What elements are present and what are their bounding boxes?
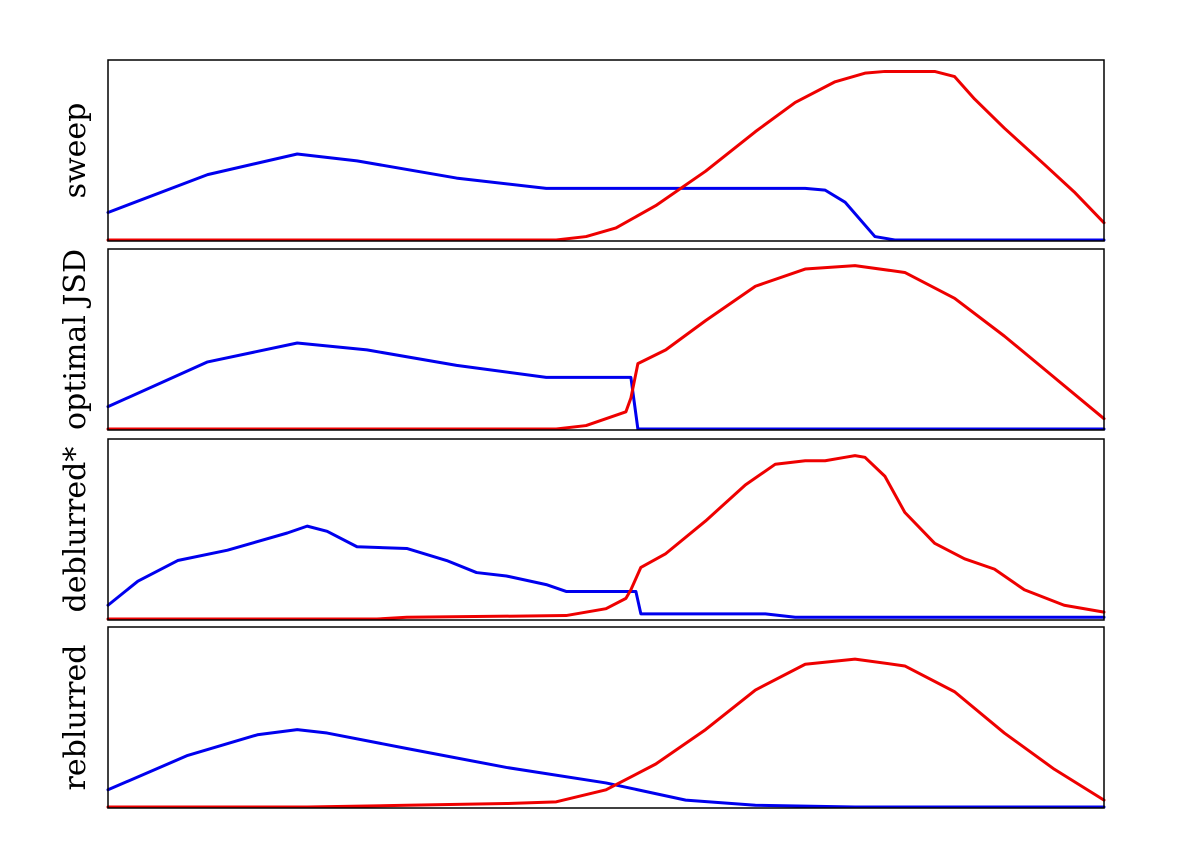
series-line-optimal-jsd-blue	[106, 341, 1106, 431]
plot-frame-sweep	[107, 59, 1105, 242]
plot-frame-optimal-jsd	[107, 248, 1105, 431]
plot-area-deblurred	[108, 439, 1104, 620]
series-line-deblurred-red	[106, 454, 1106, 621]
series-line-optimal-jsd-red	[106, 264, 1106, 431]
series-line-reblurred-red	[106, 657, 1106, 809]
series-layer-reblurred	[106, 657, 1106, 809]
panel-label-optimal-jsd: optimal JSD	[58, 249, 93, 430]
plot-area-reblurred	[108, 627, 1104, 808]
plot-frame-deblurred	[107, 438, 1105, 621]
panel-deblurred: deblurred*	[58, 438, 1106, 621]
panel-label-reblurred: reblurred	[58, 645, 93, 791]
series-line-sweep-blue	[106, 152, 1106, 242]
plot-frame-reblurred	[107, 626, 1105, 809]
series-layer-optimal-jsd	[106, 264, 1106, 431]
series-line-deblurred-blue	[106, 524, 1106, 619]
panel-label-deblurred: deblurred*	[58, 447, 93, 613]
series-line-sweep-red	[106, 69, 1106, 242]
plot-area-optimal-jsd	[108, 249, 1104, 430]
series-line-reblurred-blue	[106, 728, 1106, 809]
series-layer-sweep	[106, 69, 1106, 242]
plot-area-sweep	[108, 60, 1104, 241]
panel-optimal-jsd: optimal JSD	[58, 248, 1106, 431]
panel-label-sweep: sweep	[58, 103, 93, 199]
panel-reblurred: reblurred	[58, 626, 1106, 809]
panel-sweep: sweep	[58, 59, 1106, 242]
series-layer-deblurred	[106, 454, 1106, 621]
